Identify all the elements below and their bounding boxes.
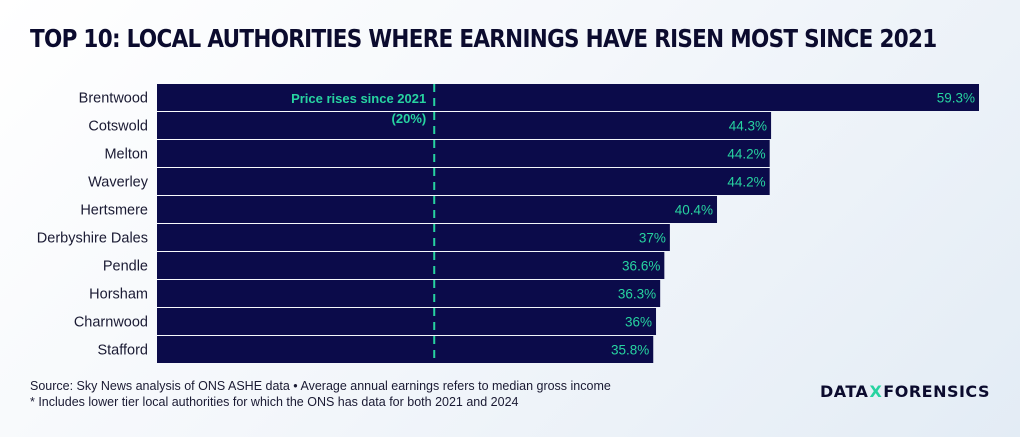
bar-5 xyxy=(157,224,670,251)
brand-right: FORENSICS xyxy=(883,382,990,401)
category-label-3: Waverley xyxy=(88,175,149,191)
bar-0 xyxy=(157,84,979,111)
category-label-4: Hertsmere xyxy=(80,203,148,219)
value-label-0: 59.3% xyxy=(937,91,975,106)
bar-7 xyxy=(157,280,661,307)
value-label-2: 44.2% xyxy=(727,147,765,162)
source-note: Source: Sky News analysis of ONS ASHE da… xyxy=(30,379,611,393)
category-label-8: Charnwood xyxy=(74,315,148,331)
bar-chart: Brentwood 59.3% Cotswold 44.3% Melton 44.2% Wa… xyxy=(37,84,979,363)
reference-label: Price rises since 2021 xyxy=(291,91,426,106)
value-label-6: 36.6% xyxy=(622,259,660,274)
chart-footer: Source: Sky News analysis of ONS ASHE da… xyxy=(30,378,611,410)
category-label-1: Cotswold xyxy=(88,119,148,135)
value-label-1: 44.3% xyxy=(729,119,767,134)
value-label-8: 36% xyxy=(625,315,652,330)
bar-9 xyxy=(157,336,654,363)
reference-label-value: (20%) xyxy=(392,111,427,126)
category-label-5: Derbyshire Dales xyxy=(37,231,148,247)
category-label-2: Melton xyxy=(104,147,148,163)
category-label-6: Pendle xyxy=(103,259,148,275)
value-label-9: 35.8% xyxy=(611,343,649,358)
value-label-4: 40.4% xyxy=(675,203,713,218)
brand-left: DATA xyxy=(819,382,869,401)
brand-x: X xyxy=(869,382,883,401)
bar-8 xyxy=(157,308,657,335)
bar-6 xyxy=(157,252,665,279)
value-label-5: 37% xyxy=(639,231,666,246)
value-label-7: 36.3% xyxy=(618,287,656,302)
bar-4 xyxy=(157,196,718,223)
category-label-7: Horsham xyxy=(89,287,148,303)
brand-logo: DATAXFORENSICS xyxy=(820,382,990,401)
bar-3 xyxy=(157,168,770,195)
bar-2 xyxy=(157,140,770,167)
value-label-3: 44.2% xyxy=(727,175,765,190)
category-label-9: Stafford xyxy=(97,343,148,359)
chart-title: TOP 10: LOCAL AUTHORITIES WHERE EARNINGS… xyxy=(30,24,937,53)
bar-1 xyxy=(157,112,772,139)
category-label-0: Brentwood xyxy=(79,91,148,107)
footnote: * Includes lower tier local authorities … xyxy=(30,395,519,409)
